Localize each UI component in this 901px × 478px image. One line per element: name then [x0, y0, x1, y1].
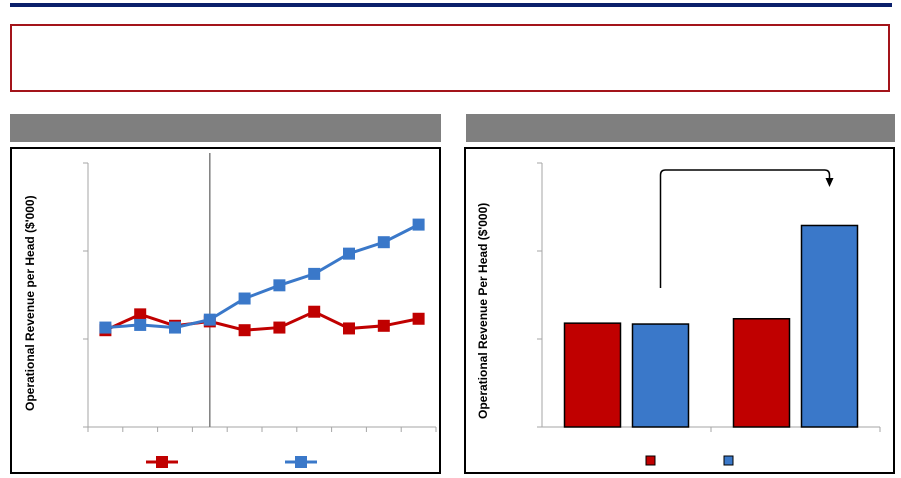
line-series-1 — [104, 310, 419, 332]
line-series-2-point — [203, 313, 216, 326]
line-legend-marker-1 — [156, 456, 168, 468]
line-series-1-point — [412, 312, 425, 325]
line-series-2-point — [169, 321, 181, 334]
line-series-1-point — [134, 308, 147, 321]
line-series-2-point — [343, 247, 355, 260]
line-series-1-point — [273, 321, 286, 334]
right-panel-header — [466, 114, 895, 142]
left-panel-header — [10, 114, 441, 142]
line-series-2-point — [412, 218, 425, 231]
bar-chart-panel: Operational Revenue Per Head ($'000) — [464, 147, 895, 474]
bar-2-2 — [800, 224, 859, 428]
line-series-1-point — [238, 324, 251, 337]
bar-annotation-arrow — [659, 169, 831, 289]
bar-legend-swatch-1 — [645, 455, 656, 466]
bar-chart-y-axis-label: Operational Revenue Per Head ($'000) — [476, 203, 490, 419]
line-series-2-point — [238, 292, 251, 305]
bar-2-1 — [732, 318, 791, 428]
bar-legend-swatch-2 — [723, 455, 734, 466]
header-rule — [10, 3, 892, 7]
line-series-2-point — [377, 236, 390, 249]
bar-chart: Operational Revenue Per Head ($'000) — [476, 162, 881, 466]
line-series-2-point — [273, 279, 286, 292]
line-series-1-point — [308, 305, 321, 318]
callout-box — [10, 24, 890, 92]
line-series-2-point — [99, 321, 112, 334]
line-series-2 — [105, 223, 420, 330]
line-series-1-point — [343, 322, 355, 335]
line-chart-y-axis-label: Operational Revenue per Head ($'000) — [23, 195, 37, 411]
line-series-2-point — [134, 318, 147, 331]
bar-1-1 — [563, 322, 622, 428]
bar-1-2 — [631, 323, 690, 428]
line-series-2-point — [308, 267, 321, 280]
bar-annotation-arrowhead — [825, 178, 834, 187]
line-legend-marker-2 — [295, 456, 307, 468]
line-chart-panel: Operational Revenue per Head ($'000) — [10, 147, 441, 474]
line-chart: Operational Revenue per Head ($'000) — [23, 153, 437, 468]
line-series-1-point — [377, 319, 390, 332]
